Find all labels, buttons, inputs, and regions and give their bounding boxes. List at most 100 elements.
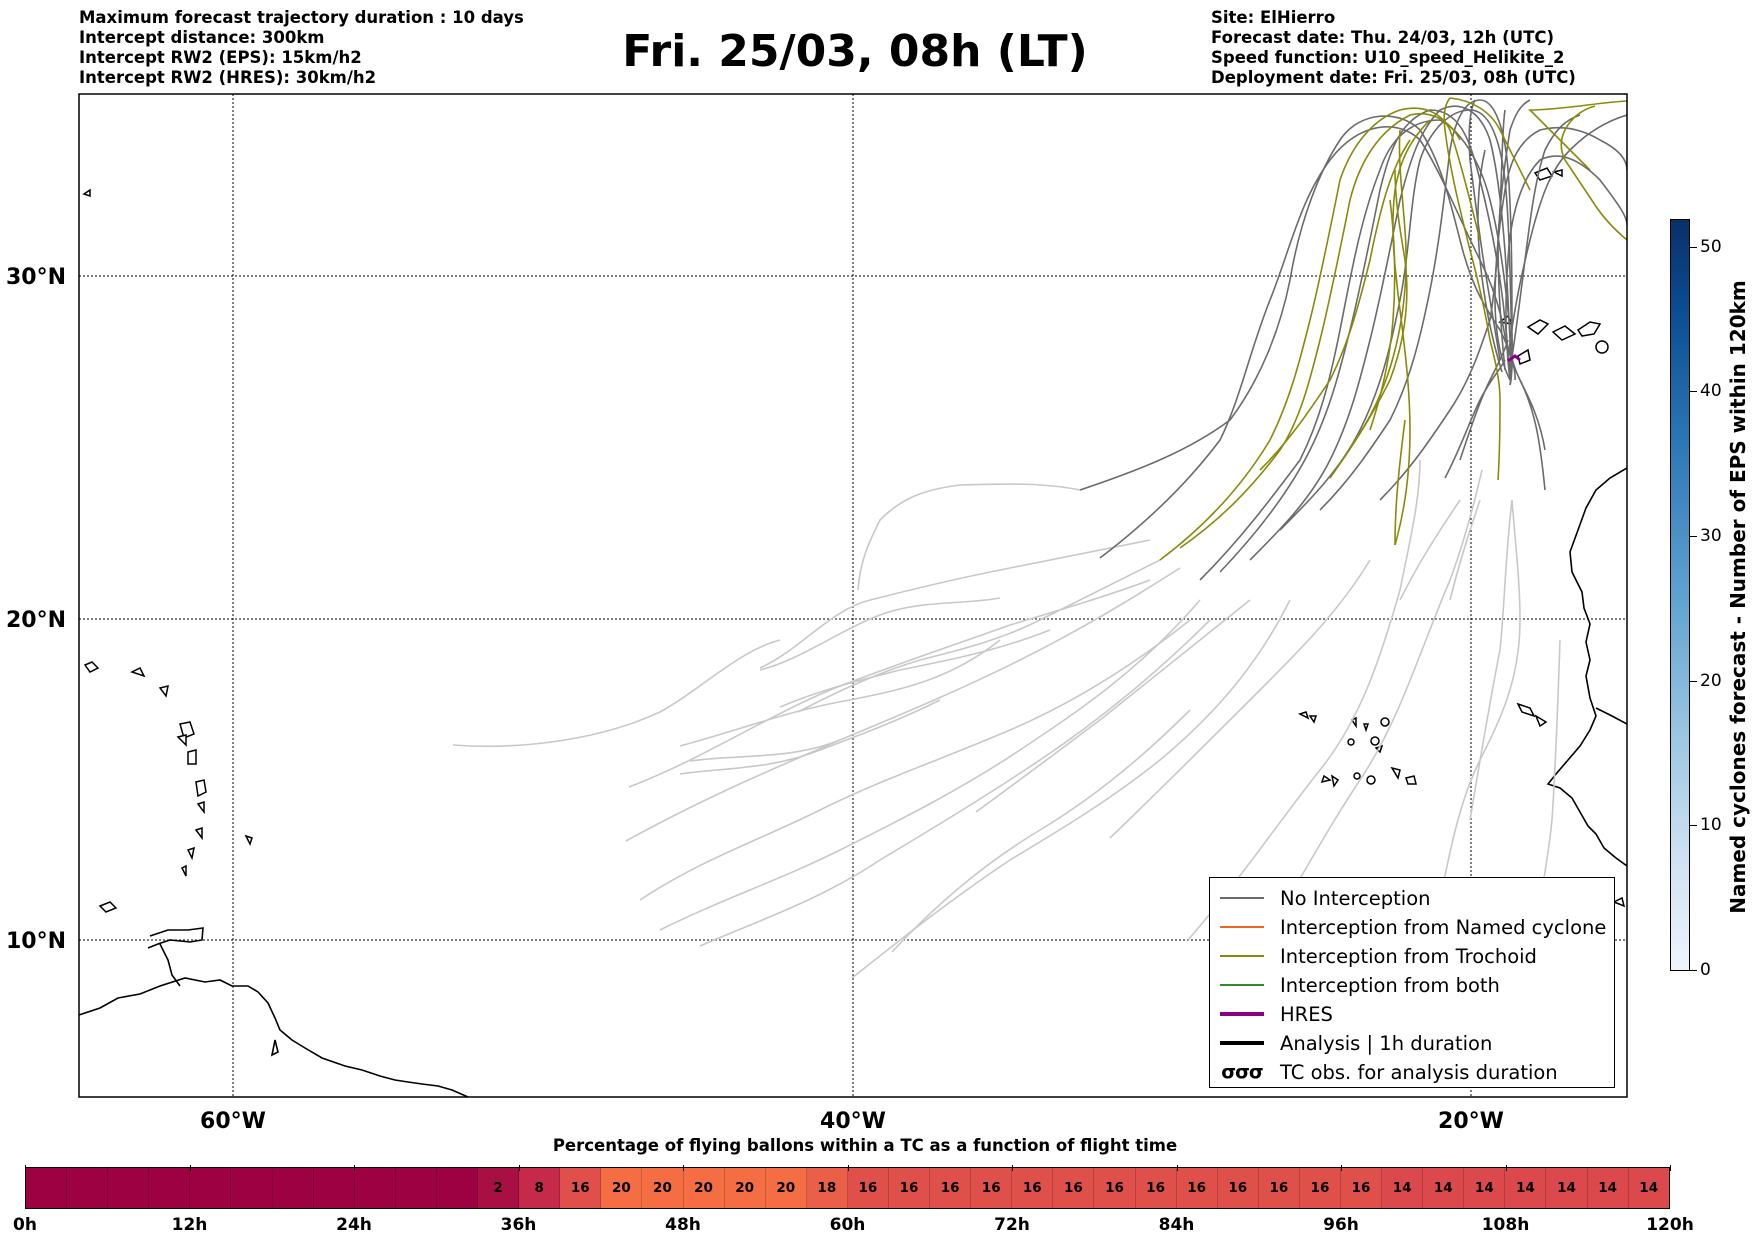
flight-time-cell: 16 bbox=[1176, 1168, 1218, 1208]
trajectory-trochoid bbox=[1179, 113, 1461, 549]
colorbar-tick-label: 30 bbox=[1700, 526, 1722, 546]
trajectory-no-interception bbox=[1379, 109, 1506, 501]
island-cape-verde bbox=[1353, 772, 1361, 780]
island-antilles bbox=[179, 721, 195, 740]
legend-label: No Interception bbox=[1280, 886, 1431, 910]
trajectory-no-interception bbox=[1319, 99, 1513, 511]
page-title: Fri. 25/03, 08h (LT) bbox=[622, 26, 1088, 77]
legend-swatch bbox=[1218, 946, 1266, 966]
flight-time-cell: 18 bbox=[806, 1168, 848, 1208]
legend-swatch bbox=[1218, 975, 1266, 995]
flight-time-cell: 14 bbox=[1382, 1168, 1424, 1208]
trajectories-trochoid bbox=[1159, 97, 1627, 561]
flight-time-cell: 16 bbox=[847, 1168, 889, 1208]
flight-time-cell: 14 bbox=[1546, 1168, 1588, 1208]
legend-item-no-interception: No Interception bbox=[1218, 884, 1431, 912]
trajectory-faded bbox=[1399, 499, 1461, 601]
island-canary bbox=[1576, 321, 1602, 337]
flight-time-cell: 14 bbox=[1505, 1168, 1547, 1208]
trajectory-trochoid bbox=[1528, 100, 1627, 171]
legend-swatch bbox=[1218, 888, 1266, 908]
trajectory-trochoid bbox=[1159, 107, 1481, 561]
trajectory-no-interception bbox=[1519, 379, 1546, 491]
header-info-left: Maximum forecast trajectory duration : 1… bbox=[79, 8, 524, 88]
trajectory-faded bbox=[625, 567, 1181, 842]
legend-swatch: σσσ bbox=[1218, 1061, 1266, 1083]
island-antilles bbox=[196, 800, 205, 815]
legend-swatch bbox=[1218, 1033, 1266, 1053]
island-cape-verde bbox=[1362, 723, 1370, 733]
header-left-line: Intercept RW2 (HRES): 30km/h2 bbox=[79, 68, 377, 87]
map-legend: No Interception Interception from Named … bbox=[1209, 877, 1615, 1088]
trajectory-no-interception bbox=[1444, 359, 1506, 479]
island-cape-verde bbox=[1330, 774, 1340, 788]
colorbar-tick bbox=[1690, 536, 1697, 537]
island-canary bbox=[1526, 319, 1550, 335]
trajectory-faded bbox=[452, 639, 781, 747]
island-cape-verde bbox=[1405, 775, 1417, 785]
island-cape-verde bbox=[1370, 736, 1380, 746]
cyclone-icon: σσσ bbox=[1221, 1061, 1263, 1083]
flight-time-tick-label: 48h bbox=[665, 1215, 701, 1235]
legend-label: Interception from both bbox=[1280, 973, 1500, 997]
flight-time-cell bbox=[395, 1168, 437, 1208]
flight-time-cell: 14 bbox=[1423, 1168, 1465, 1208]
colorbar-title: Named cyclones forecast - Number of EPS … bbox=[1726, 280, 1750, 914]
island-antilles bbox=[194, 826, 203, 841]
trajectory-no-interception bbox=[1497, 99, 1531, 371]
trajectory-no-interception bbox=[1505, 155, 1627, 381]
island-cape-verde bbox=[1347, 738, 1355, 746]
flight-time-cell bbox=[190, 1168, 232, 1208]
coastline-venezuela bbox=[147, 927, 204, 949]
trajectory-faded bbox=[699, 619, 1211, 947]
flight-time-cell: 16 bbox=[971, 1168, 1013, 1208]
island-bissagos bbox=[1612, 896, 1626, 908]
coastline-islet bbox=[270, 1039, 279, 1057]
flight-time-tick bbox=[1176, 1165, 1178, 1171]
flight-time-tick bbox=[1505, 1165, 1507, 1171]
island-cape-verde bbox=[1308, 715, 1318, 724]
trajectory-faded bbox=[679, 699, 941, 775]
legend-label: Analysis | 1h duration bbox=[1280, 1031, 1493, 1055]
trajectories-faded bbox=[452, 459, 1561, 979]
island-antilles bbox=[176, 734, 187, 747]
trajectory-trochoid bbox=[1259, 139, 1411, 471]
flight-time-tick-label: 72h bbox=[994, 1215, 1030, 1235]
flight-time-cell: 16 bbox=[1299, 1168, 1341, 1208]
flight-time-cell: 14 bbox=[1464, 1168, 1506, 1208]
flight-time-cell: 16 bbox=[1012, 1168, 1054, 1208]
coastline-trinidad bbox=[159, 943, 181, 987]
island-madeira bbox=[1551, 169, 1563, 178]
island-canary bbox=[1551, 325, 1577, 341]
hres-track bbox=[1507, 354, 1521, 363]
legend-item-hres: HRES bbox=[1218, 1000, 1333, 1028]
flight-time-cell: 16 bbox=[1094, 1168, 1136, 1208]
trajectory-faded bbox=[779, 629, 1051, 708]
flight-time-cell: 8 bbox=[519, 1168, 561, 1208]
header-left-line: Maximum forecast trajectory duration : 1… bbox=[79, 8, 524, 27]
trajectory-faded bbox=[891, 709, 1191, 953]
trajectory-faded bbox=[851, 599, 1291, 979]
flight-time-tick-label: 84h bbox=[1158, 1215, 1195, 1235]
flight-time-cell: 20 bbox=[683, 1168, 725, 1208]
header-right-line: Deployment date: Fri. 25/03, 08h (UTC) bbox=[1211, 68, 1576, 87]
trajectories-no-interception bbox=[1079, 99, 1627, 581]
trajectory-no-interception bbox=[1079, 115, 1516, 491]
flight-time-cell bbox=[231, 1168, 273, 1208]
trajectory-faded bbox=[1439, 499, 1521, 901]
colorbar-tick bbox=[1690, 391, 1697, 392]
flight-time-cell: 20 bbox=[765, 1168, 807, 1208]
header-right-line: Site: ElHierro bbox=[1211, 8, 1336, 27]
flight-time-bar-title: Percentage of flying ballons within a TC… bbox=[552, 1136, 1178, 1155]
trajectory-no-interception bbox=[1099, 126, 1511, 559]
colorbar-tick-label: 50 bbox=[1700, 237, 1722, 257]
trajectory-faded bbox=[659, 599, 1201, 931]
flight-time-tick bbox=[1012, 1165, 1013, 1171]
flight-time-bar: 2 8 16 20 20 20 20 20 18 16 16 16 16 16 16 16 16 16 16 16 16… bbox=[25, 1167, 1670, 1209]
header-left-line: Intercept RW2 (EPS): 15km/h2 bbox=[79, 48, 362, 67]
flight-time-cell bbox=[436, 1168, 479, 1208]
trajectory-no-interception bbox=[1249, 105, 1512, 561]
colorbar-tick-label: 40 bbox=[1700, 381, 1722, 401]
colorbar-tick bbox=[1690, 970, 1697, 971]
colorbar-tick bbox=[1690, 247, 1697, 248]
